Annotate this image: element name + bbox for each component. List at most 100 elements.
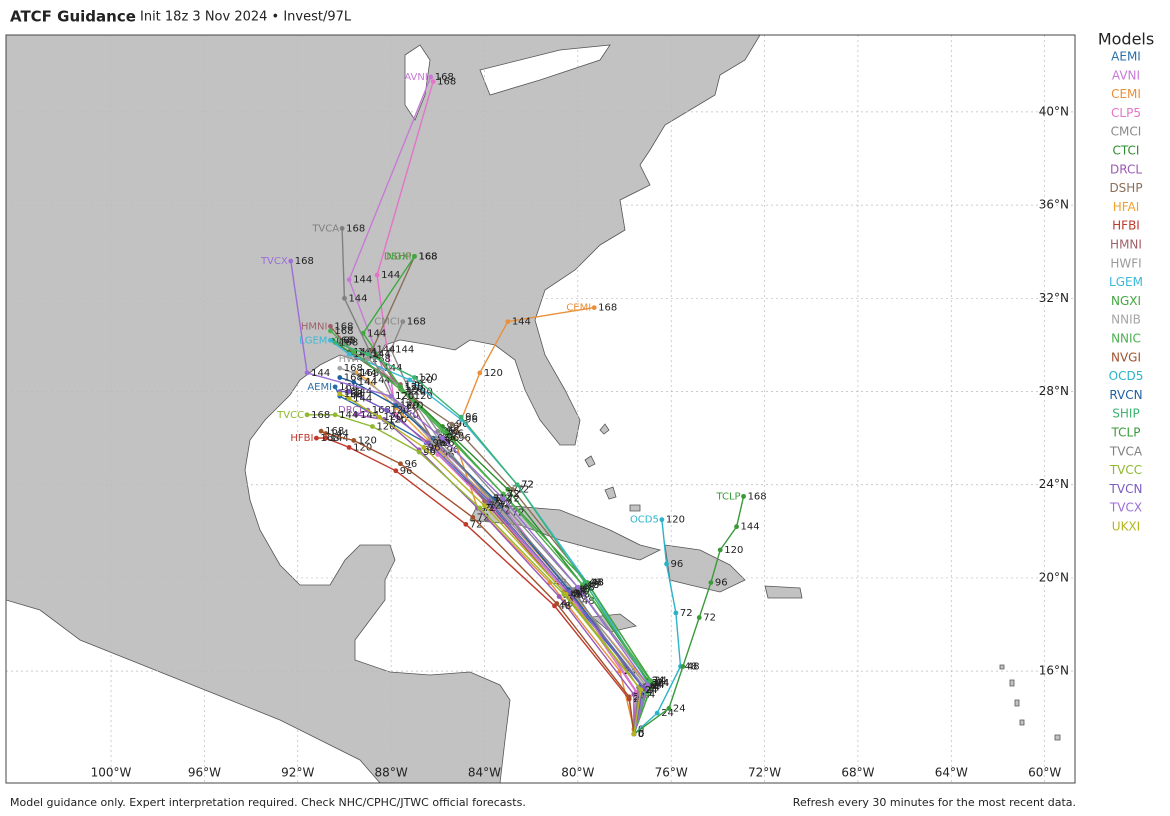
map-body: 024487296120144168AEMI024487296120144168… — [6, 35, 1075, 783]
track-point — [510, 486, 515, 492]
bahamas — [584, 423, 641, 512]
track-point — [342, 295, 347, 301]
track-point — [666, 706, 672, 711]
tau-label: 72 — [512, 484, 525, 495]
lat-tick-label: 36°N — [1039, 198, 1069, 212]
legend-entry: NVGI — [1111, 350, 1141, 364]
tau-label: 0 — [638, 729, 644, 740]
track-point — [304, 412, 310, 418]
tau-label: 144 — [367, 328, 386, 339]
tau-label: 144 — [395, 345, 414, 356]
tau-label: 120 — [484, 368, 503, 379]
tau-label: 24 — [657, 678, 670, 689]
track-point — [337, 365, 343, 371]
tau-label: 48 — [575, 585, 588, 596]
track-point — [328, 328, 333, 334]
tau-label: 168 — [344, 363, 363, 374]
track-point — [393, 468, 399, 474]
track-point — [638, 687, 644, 693]
tau-label: 24 — [673, 703, 686, 714]
tau-label: 168 — [598, 303, 617, 314]
track-point — [463, 521, 469, 527]
hispaniola — [664, 544, 746, 593]
tau-label: 24 — [643, 682, 656, 693]
lon-tick-label: 64°W — [935, 766, 968, 780]
track-point — [659, 517, 665, 523]
puerto-rico — [764, 585, 803, 599]
legend-entry: NNIC — [1111, 332, 1141, 346]
track-line — [376, 81, 637, 735]
tau-label: 0 — [638, 729, 644, 740]
legend-entry: HWFI — [1110, 256, 1141, 270]
tau-label: 168 — [407, 317, 426, 328]
tau-label: 72 — [493, 496, 506, 507]
tau-label: 0 — [638, 729, 644, 740]
track-name-label: TVCA — [311, 223, 339, 234]
track-point — [491, 507, 497, 513]
track-point — [412, 253, 417, 259]
tau-label: 48 — [587, 580, 600, 591]
legend-entry: HFBI — [1112, 219, 1140, 233]
tau-label: 96 — [456, 419, 469, 430]
legend-entry: HMNI — [1110, 238, 1142, 252]
legend-entry: AEMI — [1111, 50, 1141, 64]
track-point — [631, 692, 637, 697]
tau-label: 24 — [652, 675, 665, 686]
track-point — [407, 377, 413, 383]
track-name-label: CMCI — [374, 317, 400, 328]
tau-label: 24 — [645, 685, 658, 696]
legend-entry: DRCL — [1110, 162, 1142, 176]
tau-label: 144 — [353, 394, 372, 405]
tau-label: 0 — [638, 729, 644, 740]
track-point — [505, 319, 511, 325]
tau-label: 72 — [470, 519, 483, 530]
tau-label: 72 — [521, 480, 534, 491]
lon-tick-label: 76°W — [655, 766, 688, 780]
lat-tick-label: 24°N — [1039, 477, 1069, 491]
track-point — [734, 524, 739, 530]
legend-entry: RVCN — [1109, 388, 1142, 402]
tau-label: 144 — [358, 368, 377, 379]
track-point — [500, 491, 506, 497]
tau-label: 0 — [638, 729, 644, 740]
tau-label: 96 — [451, 428, 464, 439]
tau-label: 24 — [645, 685, 658, 696]
track-point — [680, 664, 686, 669]
track-point — [346, 396, 352, 401]
tau-label: 0 — [638, 729, 644, 740]
track-point — [328, 337, 333, 343]
tau-label: 24 — [647, 682, 660, 693]
tau-label: 96 — [465, 414, 478, 425]
tau-label: 24 — [652, 675, 665, 686]
tau-label: 120 — [400, 401, 419, 412]
track-point — [486, 498, 492, 504]
tau-label: 24 — [657, 678, 670, 689]
track-point — [332, 384, 338, 390]
lat-tick-label: 16°N — [1039, 664, 1069, 678]
north-america — [6, 35, 761, 783]
tau-label: 120 — [404, 384, 423, 395]
tau-label: 0 — [638, 729, 644, 740]
tau-label: 168 — [360, 368, 379, 379]
tau-label: 0 — [638, 729, 644, 740]
track-point — [654, 710, 660, 716]
legend-entry: AVNI — [1112, 68, 1140, 82]
track-point — [407, 389, 413, 394]
tau-label: 72 — [488, 501, 501, 512]
track-point — [435, 428, 441, 434]
track-point — [332, 340, 338, 345]
tau-label: 0 — [638, 729, 644, 740]
tau-label: 168 — [435, 72, 454, 83]
legend-entry: NNIB — [1111, 313, 1141, 327]
track-line — [320, 430, 635, 735]
track-point — [435, 435, 441, 441]
track-point — [556, 594, 562, 599]
track-point — [554, 601, 560, 606]
tau-label: 72 — [521, 480, 534, 491]
tau-label: 168 — [295, 256, 314, 267]
tau-label: 0 — [638, 729, 644, 740]
tau-label: 48 — [568, 589, 581, 600]
tau-label: 96 — [465, 412, 478, 423]
lon-tick-label: 68°W — [841, 766, 874, 780]
tau-label: 72 — [484, 503, 497, 514]
